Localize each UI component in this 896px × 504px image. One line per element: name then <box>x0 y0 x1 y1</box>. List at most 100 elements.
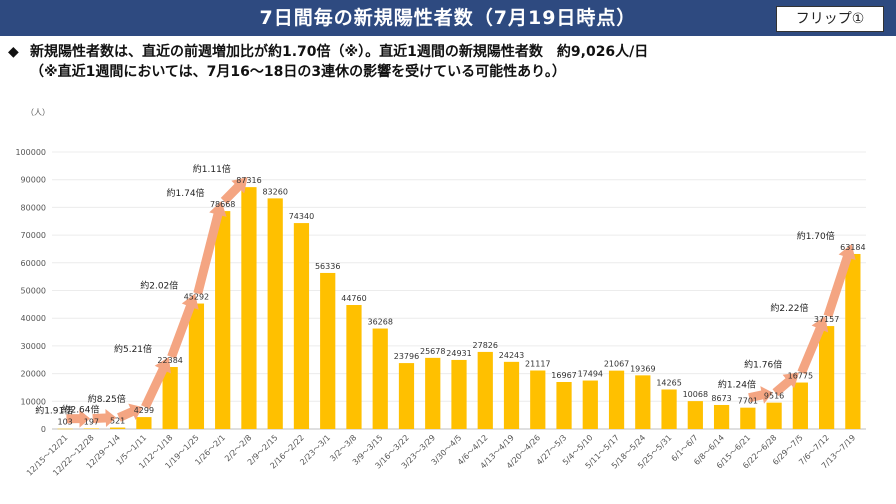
bar <box>740 407 756 429</box>
bar-value-label: 56336 <box>315 262 340 271</box>
bar-value-label: 87316 <box>236 176 261 185</box>
bar-value-label: 4299 <box>134 406 154 415</box>
bar <box>110 427 126 429</box>
bar-value-label: 23796 <box>394 352 419 361</box>
bar <box>792 382 808 429</box>
y-tick-label: 90000 <box>21 176 46 185</box>
bar <box>503 361 520 429</box>
bar <box>425 357 441 429</box>
bar-value-label: 19369 <box>630 364 655 373</box>
bar <box>608 370 625 429</box>
bar-value-label: 24243 <box>499 351 524 360</box>
bar <box>267 198 283 429</box>
bar-value-label: 197 <box>84 417 99 426</box>
bar <box>635 375 651 429</box>
bar-value-label: 36268 <box>367 318 392 327</box>
growth-ratio-label: 約1.24倍 <box>718 379 756 391</box>
summary-main-text: 新規陽性者数は、直近の前週増加比が約1.70倍（※）。直近1週間の新規陽性者数 … <box>30 44 649 60</box>
bar <box>83 428 100 429</box>
bar-value-label: 521 <box>110 417 125 426</box>
growth-arrow <box>772 372 799 397</box>
bar-value-label: 45292 <box>184 293 209 302</box>
flip-badge: フリップ① <box>776 6 884 32</box>
bar <box>320 272 336 429</box>
summary-text: ◆ 新規陽性者数は、直近の前週増加比が約1.70倍（※）。直近1週間の新規陽性者数… <box>8 42 888 82</box>
bar <box>530 370 546 429</box>
growth-arrow <box>823 244 856 318</box>
y-tick-label: 30000 <box>21 342 46 351</box>
bar-value-label: 21067 <box>604 360 629 369</box>
y-tick-label: 80000 <box>21 203 46 212</box>
bar <box>582 380 598 429</box>
summary-line-2: （※直近1週間においては、7月16～18日の3連休の影響を受けている可能性あり。… <box>8 62 888 82</box>
bar-value-label: 24931 <box>446 349 471 358</box>
bar-value-label: 21117 <box>525 360 550 369</box>
growth-arrow <box>167 293 199 359</box>
bar <box>713 404 730 429</box>
growth-ratio-label: 約2.22倍 <box>770 302 808 314</box>
y-gridlines: 0 10000 20000 30000 40000 50000 60000 70000 8000… <box>15 148 866 434</box>
bar <box>556 382 572 429</box>
bar <box>766 402 782 429</box>
growth-ratio-label: 約8.25倍 <box>88 393 126 405</box>
bar <box>398 363 415 429</box>
bar-value-label: 7701 <box>738 397 758 406</box>
bar <box>451 359 467 429</box>
bar-value-label: 22384 <box>157 356 182 365</box>
growth-ratio-label: 約1.74倍 <box>167 187 205 199</box>
bar-value-label: 78668 <box>210 200 235 209</box>
bar <box>188 303 205 429</box>
bar <box>372 328 388 429</box>
growth-arrow <box>92 409 117 427</box>
bar <box>162 366 178 429</box>
bar-value-label: 83260 <box>262 187 287 196</box>
y-tick-label: 10000 <box>21 397 46 406</box>
y-axis-unit-label: （人） <box>26 108 50 117</box>
bar-value-label: 17494 <box>578 370 603 379</box>
growth-arrow <box>797 316 829 375</box>
bar <box>818 326 835 429</box>
bar <box>293 223 310 429</box>
title-bar <box>0 0 896 36</box>
bar <box>346 305 362 429</box>
y-tick-label: 50000 <box>21 287 46 296</box>
growth-ratio-label: 約1.11倍 <box>193 163 231 175</box>
growth-arrow <box>66 409 91 428</box>
growth-arrow <box>141 357 171 409</box>
bar-value-label: 9516 <box>764 392 784 401</box>
bar <box>215 211 231 429</box>
growth-arrow <box>193 201 227 295</box>
growth-ratio-label: 約1.70倍 <box>797 230 835 242</box>
growth-ratio-label: 約5.21倍 <box>114 343 152 355</box>
bar-series <box>57 187 861 430</box>
bar-value-label: 37157 <box>814 315 839 324</box>
bar-value-label: 103 <box>57 418 72 427</box>
bar-value-label: 25678 <box>420 347 445 356</box>
x-axis-ticks: 12/15～12/2112/22～12/2812/29～1/41/5～1/111… <box>25 433 857 478</box>
bar <box>136 417 152 429</box>
growth-ratio-label: 約1.91倍 <box>35 404 73 416</box>
bar <box>57 428 73 430</box>
bar-value-label: 44760 <box>341 294 366 303</box>
growth-arrow <box>117 403 143 422</box>
growth-arrow <box>748 386 773 404</box>
y-tick-label: 100000 <box>15 148 46 157</box>
bar-value-label: 74340 <box>289 212 314 221</box>
y-tick-label: 70000 <box>21 231 46 240</box>
y-tick-label: 40000 <box>21 314 46 323</box>
bar-value-label: 27826 <box>473 341 498 350</box>
bar <box>845 253 861 429</box>
y-tick-label: 20000 <box>21 370 46 379</box>
bullet-icon: ◆ <box>8 44 19 60</box>
bar <box>661 389 677 429</box>
summary-note-text: （※直近1週間においては、7月16～18日の3連休の影響を受けている可能性あり。… <box>30 64 566 80</box>
bar-value-label: 16967 <box>551 371 576 380</box>
growth-arrow <box>220 177 248 205</box>
y-tick-label: 60000 <box>21 259 46 268</box>
bar <box>477 351 493 429</box>
summary-line-1: ◆ 新規陽性者数は、直近の前週増加比が約1.70倍（※）。直近1週間の新規陽性者数… <box>8 42 888 62</box>
page-title: 7日間毎の新規陽性者数（7月19日時点） <box>259 7 637 29</box>
growth-ratio-label: 約1.76倍 <box>744 359 782 371</box>
